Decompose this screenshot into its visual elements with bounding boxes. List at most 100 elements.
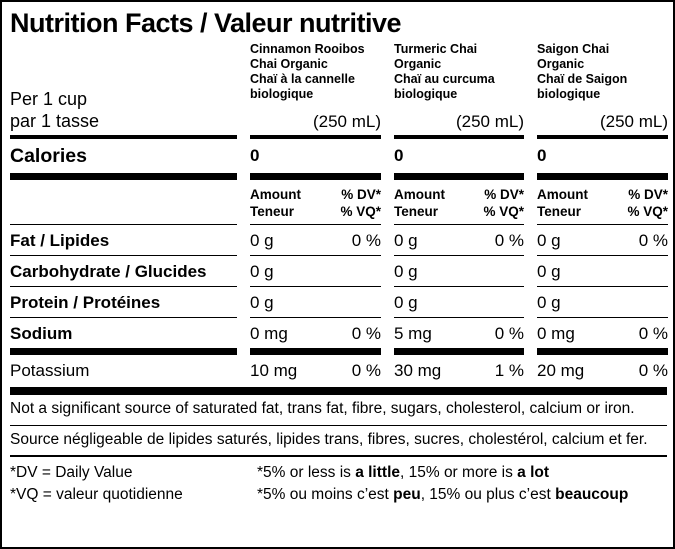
product-size-3: (250 mL) xyxy=(599,112,668,131)
potassium-dv-1: 0 % xyxy=(351,361,381,380)
dv-fr-3: % VQ* xyxy=(627,204,668,219)
product-size-1: (250 mL) xyxy=(312,112,381,131)
potassium-dv-3: 0 % xyxy=(638,361,668,380)
potassium-values-1: 10 mg 0 % xyxy=(250,355,381,387)
protein-amount-1: 0 g xyxy=(250,293,274,312)
nutrient-row-fat: Fat / Lipides 0 g 0 % 0 g 0 % 0 g 0 % xyxy=(10,225,668,256)
amount-header-spacer xyxy=(10,180,237,225)
dv-en-1: % DV* xyxy=(341,187,381,202)
carb-values-3: 0 g xyxy=(537,256,668,287)
sodium-values-2: 5 mg 0 % xyxy=(394,318,524,355)
nutrient-label-potassium: Potassium xyxy=(10,361,90,380)
dv-fr-1: % VQ* xyxy=(340,204,381,219)
fat-amount-2: 0 g xyxy=(394,231,418,250)
calories-value-3: 0 xyxy=(537,139,668,180)
footnote-section: *DV = Daily Value *5% or less is a littl… xyxy=(10,457,667,505)
footnote-scale-en: *5% or less is a little, 15% or more is … xyxy=(257,462,667,484)
product-name-fr-3: Chaï de Saigon biologique xyxy=(537,72,628,101)
dv-en-3: % DV* xyxy=(628,187,668,202)
footnote-en-part1: *5% or less is xyxy=(257,464,356,481)
footnote-fr-part1: *5% ou moins c’est xyxy=(257,485,394,503)
product-name-3: Saigon Chai Organic Chaï de Saigon biolo… xyxy=(537,39,656,102)
nutrient-label-fat: Fat / Lipides xyxy=(10,225,237,256)
sodium-amount-2: 5 mg xyxy=(394,324,432,343)
amount-header-1: Amount % DV* Teneur % VQ* xyxy=(250,180,381,225)
footnote-fr-bold2: beaucoup xyxy=(555,485,629,503)
sodium-dv-1: 0 % xyxy=(351,324,381,343)
calories-label: Calories xyxy=(10,139,237,180)
note-english: Not a significant source of saturated fa… xyxy=(10,395,667,426)
carb-values-1: 0 g xyxy=(250,256,381,287)
dv-fr-2: % VQ* xyxy=(483,204,524,219)
protein-values-2: 0 g xyxy=(394,287,524,318)
potassium-dv-2: 1 % xyxy=(494,361,524,380)
nutrient-label-carbohydrate: Carbohydrate / Glucides xyxy=(10,256,237,287)
fat-values-3: 0 g 0 % xyxy=(537,225,668,256)
protein-values-3: 0 g xyxy=(537,287,668,318)
carb-amount-1: 0 g xyxy=(250,262,274,281)
nutrient-row-protein: Protein / Protéines 0 g 0 g 0 g xyxy=(10,287,668,318)
potassium-amount-2: 30 mg xyxy=(394,361,442,380)
fat-amount-1: 0 g xyxy=(250,231,274,250)
amount-en-2: Amount xyxy=(394,187,445,202)
sodium-values-1: 0 mg 0 % xyxy=(250,318,381,355)
footnote-en-bold1: a little xyxy=(355,464,400,481)
amount-fr-1: Teneur xyxy=(250,204,295,219)
protein-values-1: 0 g xyxy=(250,287,381,318)
amount-en-3: Amount xyxy=(537,187,588,202)
sodium-amount-1: 0 mg xyxy=(250,324,288,343)
footnote-en-bold2: a lot xyxy=(517,464,550,481)
nutrient-row-carbohydrate: Carbohydrate / Glucides 0 g 0 g 0 g xyxy=(10,256,668,287)
product-size-2: (250 mL) xyxy=(455,112,524,131)
header-row: Per 1 cup par 1 tasse Cinnamon Rooibos C… xyxy=(10,39,668,139)
footnote-fr-bold1: peu xyxy=(393,485,421,503)
fat-values-1: 0 g 0 % xyxy=(250,225,381,256)
fat-dv-2: 0 % xyxy=(494,231,524,250)
product-name-fr-2: Chaï au curcuma biologique xyxy=(394,72,495,101)
footnote-en-part2: , 15% or more is xyxy=(400,464,518,481)
nutrient-row-sodium: Sodium 0 mg 0 % 5 mg 0 % 0 mg 0 % xyxy=(10,318,668,355)
product-name-fr-1: Chaï à la cannelle biologique xyxy=(250,72,355,101)
calories-value-1: 0 xyxy=(250,139,381,180)
label-title: Nutrition Facts / Valeur nutritive xyxy=(10,8,402,38)
serving-cell: Per 1 cup par 1 tasse xyxy=(10,39,237,139)
carb-amount-3: 0 g xyxy=(537,262,561,281)
fat-dv-1: 0 % xyxy=(351,231,381,250)
nutrient-label-protein: Protein / Protéines xyxy=(10,287,237,318)
footnote-scale-fr: *5% ou moins c’est peu, 15% ou plus c’es… xyxy=(257,484,667,506)
product-name-en-2: Turmeric Chai Organic xyxy=(394,42,478,71)
product-name-en-1: Cinnamon Rooibos Chai Organic xyxy=(250,42,365,71)
amount-fr-2: Teneur xyxy=(394,204,439,219)
footnote-dv-definition: *DV = Daily Value xyxy=(10,464,133,481)
product-name-en-3: Saigon Chai Organic xyxy=(537,42,610,71)
product-header-2: Turmeric Chai Organic Chaï au curcuma bi… xyxy=(394,39,524,139)
potassium-values-3: 20 mg 0 % xyxy=(537,355,668,387)
dv-en-2: % DV* xyxy=(484,187,524,202)
protein-amount-2: 0 g xyxy=(394,293,418,312)
sodium-amount-3: 0 mg xyxy=(537,324,575,343)
amount-en-1: Amount xyxy=(250,187,301,202)
product-header-3: Saigon Chai Organic Chaï de Saigon biolo… xyxy=(537,39,668,139)
nutrient-label-sodium: Sodium xyxy=(10,318,237,355)
section-divider-bar xyxy=(10,387,667,395)
fat-values-2: 0 g 0 % xyxy=(394,225,524,256)
footnote-vq-definition: *VQ = valeur quotidienne xyxy=(10,485,183,503)
carb-values-2: 0 g xyxy=(394,256,524,287)
note-french: Source négligeable de lipides saturés, l… xyxy=(10,426,667,457)
product-header-1: Cinnamon Rooibos Chai Organic Chaï à la … xyxy=(250,39,381,139)
calories-row: Calories 0 0 0 xyxy=(10,139,668,180)
footnote-fr-part2: , 15% ou plus c’est xyxy=(420,485,556,503)
potassium-amount-1: 10 mg xyxy=(250,361,298,380)
fat-amount-3: 0 g xyxy=(537,231,561,250)
fat-dv-3: 0 % xyxy=(638,231,668,250)
nutrient-row-potassium: Potassium 10 mg 0 % 30 mg 1 % 20 mg 0 % xyxy=(10,355,668,387)
calories-value-2: 0 xyxy=(394,139,524,180)
serving-en: Per 1 cup xyxy=(10,89,88,109)
sodium-dv-2: 0 % xyxy=(494,324,524,343)
serving-fr: par 1 tasse xyxy=(10,111,100,131)
amount-header-3: Amount % DV* Teneur % VQ* xyxy=(537,180,668,225)
protein-amount-3: 0 g xyxy=(537,293,561,312)
amount-header-2: Amount % DV* Teneur % VQ* xyxy=(394,180,524,225)
carb-amount-2: 0 g xyxy=(394,262,418,281)
